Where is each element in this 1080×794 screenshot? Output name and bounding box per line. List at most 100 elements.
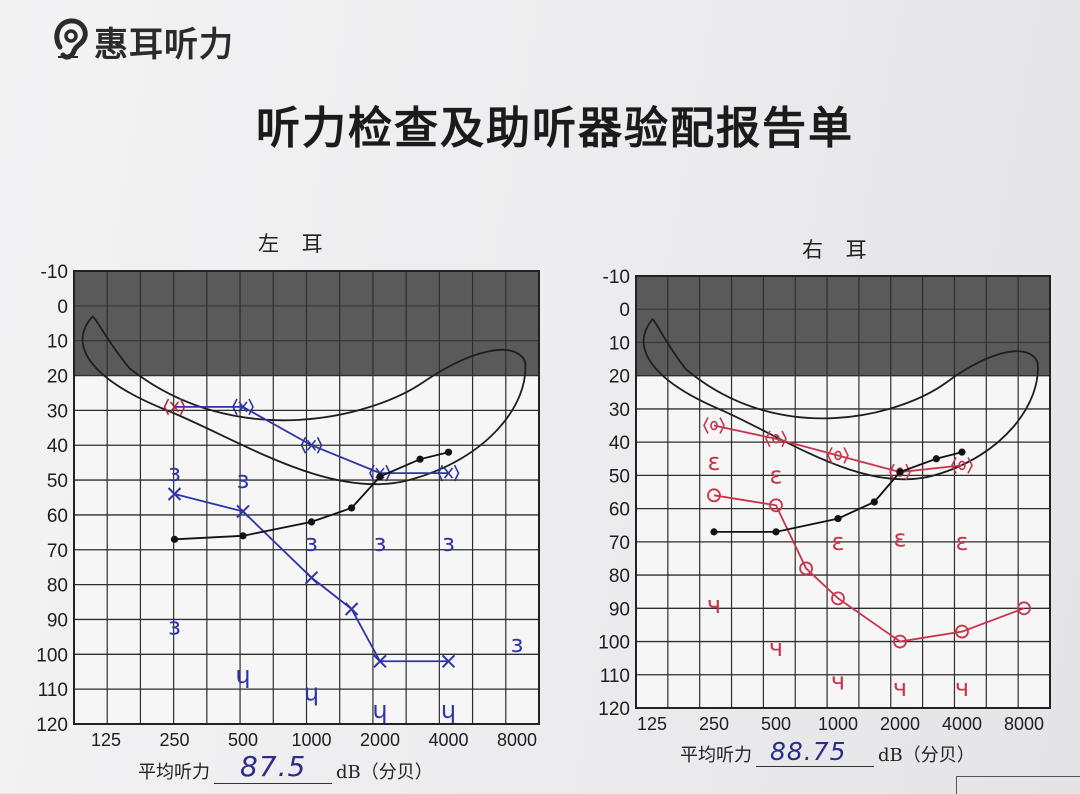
- y-tick-label: 60: [47, 506, 68, 527]
- brand-name: 惠耳听力: [94, 24, 234, 65]
- series-point: [232, 398, 254, 416]
- series-line: [174, 493, 449, 663]
- hand-symbol: ч: [831, 667, 845, 695]
- ear-logo-icon: [54, 18, 88, 60]
- series-point: [896, 468, 904, 476]
- series-point: [707, 488, 721, 503]
- avg-label: 平均听力: [680, 745, 752, 766]
- shaded-band: [636, 276, 1050, 376]
- y-tick-label: 110: [38, 680, 68, 701]
- plot-border: [635, 275, 1051, 709]
- x-tick-label: 250: [699, 714, 729, 734]
- series-point: [834, 514, 842, 523]
- y-tick-label: 30: [609, 400, 630, 421]
- hand-symbol: ɛ: [956, 528, 969, 556]
- form-box-corner: [956, 776, 1080, 794]
- series-point: [416, 455, 424, 463]
- y-tick-label: 40: [47, 436, 68, 457]
- x-tick-label: 500: [228, 730, 258, 750]
- hand-symbol: ɛ: [708, 448, 721, 476]
- avg-value-line: 88.75: [756, 737, 874, 767]
- series-point: [769, 498, 783, 513]
- series-point: [444, 448, 453, 456]
- left-ear-label: 左 耳: [258, 232, 331, 256]
- series-point: [163, 398, 186, 416]
- hand-symbol: ɛ: [770, 461, 783, 489]
- right-average-hearing: 平均听力 88.75 dB（分贝）: [680, 737, 975, 767]
- avg-unit: dB（分贝）: [878, 745, 975, 766]
- series-point: [703, 417, 725, 434]
- avg-label: 平均听力: [138, 762, 210, 783]
- hand-symbol: ɜ: [168, 459, 181, 487]
- y-tick-label: 120: [36, 715, 68, 736]
- series-point: [932, 455, 940, 463]
- x-tick-label: 4000: [428, 730, 468, 750]
- x-tick-label: 2000: [360, 730, 400, 750]
- series-point: [958, 448, 966, 456]
- y-tick-label: 70: [609, 533, 630, 554]
- series-point: [831, 591, 845, 606]
- right-avg-value: 88.75: [770, 737, 847, 766]
- y-tick-label: 20: [47, 367, 68, 388]
- x-tick-label: 125: [637, 714, 667, 734]
- right-ear-label: 右 耳: [802, 238, 875, 262]
- series-point: [376, 472, 384, 481]
- hand-symbol: ч: [707, 591, 721, 619]
- hand-symbol: ɜ: [237, 466, 250, 494]
- series-point: [827, 447, 849, 464]
- y-tick-label: 80: [609, 566, 630, 587]
- y-tick-label: 50: [47, 471, 68, 492]
- x-tick-label: 8000: [497, 730, 537, 750]
- report-title: 听力检查及助听器验配报告单: [256, 103, 854, 154]
- hand-symbol: ɥ: [235, 661, 250, 689]
- y-tick-label: 70: [47, 541, 68, 562]
- y-tick-label: -10: [603, 267, 630, 288]
- speech-banana-curve: [642, 317, 1039, 481]
- series-point: [167, 487, 182, 501]
- hand-symbol: ɥ: [304, 679, 319, 707]
- y-tick-label: 10: [47, 332, 68, 353]
- x-tick-label: 8000: [1004, 714, 1044, 734]
- y-tick-label: 90: [47, 610, 68, 631]
- series-point: [870, 498, 878, 506]
- y-tick-label: 20: [609, 367, 630, 388]
- series-line: [713, 424, 963, 473]
- hand-symbol: ɜ: [374, 529, 387, 557]
- y-tick-label: 60: [609, 500, 630, 521]
- y-tick-label: 0: [57, 297, 68, 318]
- hand-symbol: ɛ: [832, 528, 845, 556]
- y-tick-label: 0: [619, 300, 630, 321]
- plot-border: [73, 270, 540, 725]
- hand-symbol: ɜ: [168, 612, 181, 640]
- x-tick-label: 500: [761, 714, 791, 734]
- hand-symbol: ч: [955, 674, 969, 702]
- y-tick-label: 110: [600, 666, 630, 687]
- series-point: [170, 535, 179, 543]
- series-point: [236, 504, 250, 519]
- x-tick-label: 250: [159, 730, 189, 750]
- y-tick-label: 30: [47, 401, 68, 422]
- series-point: [441, 654, 456, 668]
- series-point: [347, 504, 356, 512]
- y-tick-label: 100: [598, 633, 630, 654]
- brand-logo: 惠耳听力: [52, 16, 234, 66]
- series-point: [344, 602, 359, 616]
- y-tick-label: 100: [36, 645, 68, 666]
- hand-symbol: ч: [893, 674, 907, 702]
- x-tick-label: 4000: [942, 714, 982, 734]
- x-tick-label: 125: [91, 730, 121, 750]
- y-tick-label: 10: [609, 333, 630, 354]
- series-line: [713, 494, 1025, 643]
- y-tick-label: 40: [609, 433, 630, 454]
- series-point: [373, 654, 387, 668]
- hand-symbol: ч: [769, 634, 783, 662]
- series-point: [710, 528, 718, 536]
- series-point: [437, 464, 460, 482]
- y-tick-label: 90: [609, 599, 630, 620]
- series-point: [1017, 601, 1031, 616]
- hand-symbol: ɛ: [894, 525, 907, 553]
- series-point: [955, 624, 969, 639]
